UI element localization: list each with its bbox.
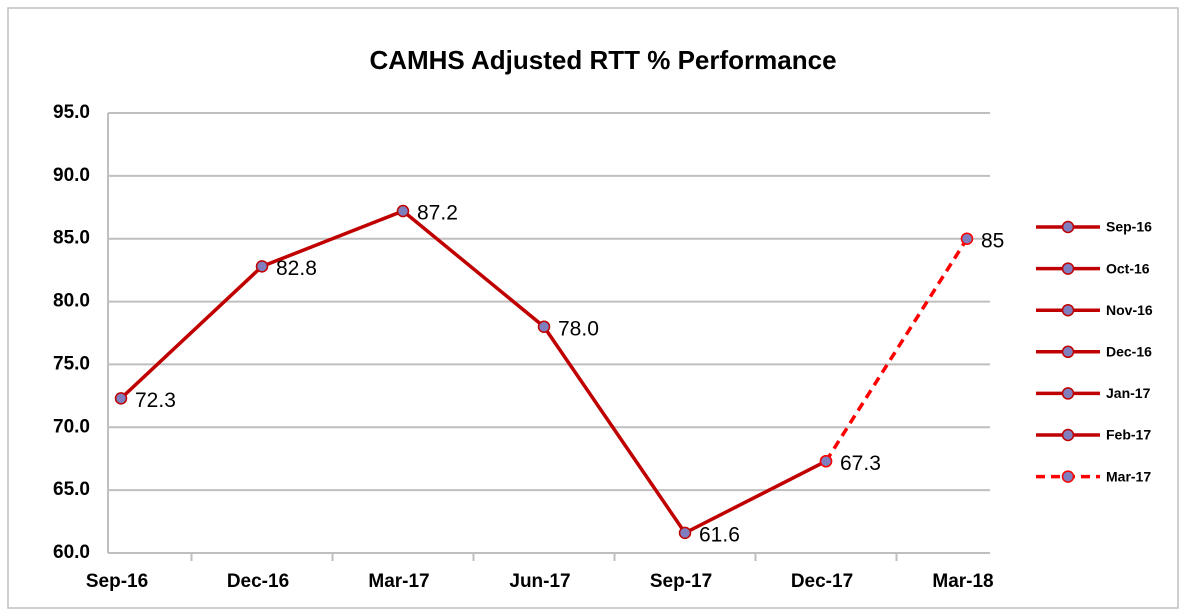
y-tick-label: 95.0 (53, 102, 90, 123)
legend-label: Jan-17 (1106, 385, 1151, 401)
x-tick-label: Sep-16 (86, 571, 148, 592)
data-label: 61.6 (699, 523, 740, 546)
chart-title: CAMHS Adjusted RTT % Performance (369, 45, 836, 75)
legend-label: Oct-16 (1106, 260, 1150, 276)
x-tick-label: Dec-16 (227, 571, 289, 592)
legend-marker (1061, 470, 1075, 483)
marker (537, 320, 551, 333)
marker (819, 454, 833, 468)
legend-marker (1061, 220, 1075, 234)
y-tick-label: 70.0 (53, 416, 90, 437)
legend-marker (1061, 262, 1075, 275)
chart-border (7, 7, 1179, 609)
series-line (119, 209, 827, 536)
y-tick-label: 60.0 (53, 542, 90, 563)
x-tick-label: Dec-17 (791, 571, 853, 592)
legend-label: Dec-16 (1106, 344, 1152, 360)
x-tick-label: Mar-18 (932, 571, 993, 592)
y-tick-label: 80.0 (53, 291, 90, 312)
legend-label: Feb-17 (1106, 427, 1151, 443)
legend-marker (1061, 345, 1075, 359)
x-tick-label: Jun-17 (509, 571, 570, 592)
data-label: 85 (981, 229, 1004, 252)
marker (678, 526, 692, 540)
legend-label: Nov-16 (1106, 302, 1153, 318)
x-tick-label: Sep-17 (650, 571, 712, 592)
legend-label: Mar-17 (1106, 468, 1151, 484)
y-tick-label: 75.0 (53, 353, 90, 374)
legend-marker (1061, 387, 1075, 400)
data-label: 82.8 (276, 257, 317, 280)
data-label: 87.2 (417, 202, 458, 225)
legend-marker (1061, 303, 1075, 317)
marker (255, 260, 269, 273)
data-label: 78.0 (558, 317, 599, 340)
marker (114, 392, 128, 405)
y-tick-label: 90.0 (53, 165, 90, 186)
data-label: 67.3 (840, 452, 881, 475)
marker (396, 204, 410, 218)
legend-marker (1061, 428, 1075, 442)
marker (960, 232, 974, 245)
y-tick-label: 85.0 (53, 228, 90, 249)
legend-label: Sep-16 (1106, 219, 1152, 235)
y-tick-label: 65.0 (53, 479, 90, 500)
x-tick-label: Mar-17 (368, 571, 429, 592)
data-label: 72.3 (135, 389, 176, 412)
